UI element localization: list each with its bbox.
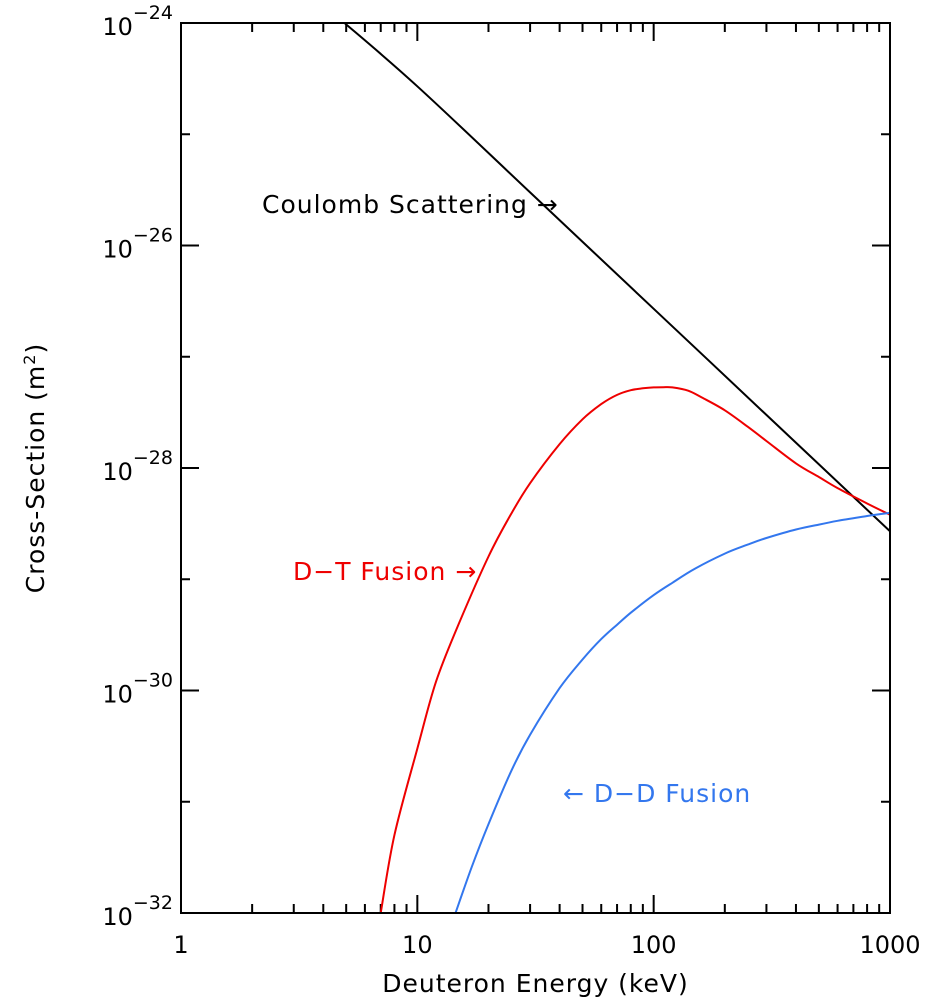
- plot-frame: [180, 22, 891, 914]
- x-tick-label: 100: [631, 931, 677, 959]
- minor-ticks: [181, 23, 890, 913]
- x-tick-label: 1000: [859, 931, 920, 959]
- major-ticks: [180, 22, 891, 914]
- x-axis-label: Deuteron Energy (keV): [382, 969, 689, 998]
- y-tick-label: 10−30: [102, 670, 173, 709]
- dd-annotation: ← D−D Fusion: [563, 779, 751, 808]
- y-axis-label-sup: 2: [20, 354, 39, 365]
- y-axis-label: Cross-Section (m2): [20, 343, 51, 593]
- tick-labels: 1 10 100 1000 10−24 10−26 10−28 10−30 10−32: [102, 2, 920, 959]
- coulomb-scattering-line: [343, 22, 891, 533]
- d-t-fusion-line: [379, 386, 891, 914]
- y-tick-label: 10−26: [102, 225, 173, 264]
- coulomb-annotation: Coulomb Scattering →: [262, 190, 559, 219]
- y-tick-label: 10−24: [102, 2, 173, 41]
- y-tick-label: 10−28: [102, 447, 173, 486]
- y-tick-label: 10−32: [102, 892, 173, 931]
- dt-annotation: D−T Fusion →: [293, 557, 477, 586]
- y-axis-label-main: Cross-Section (m: [21, 365, 50, 594]
- y-axis-label-close: ): [21, 343, 50, 354]
- x-tick-label: 1: [173, 931, 188, 959]
- series-layer: [343, 22, 891, 914]
- d-d-fusion-line: [454, 511, 891, 914]
- x-tick-label: 10: [402, 931, 433, 959]
